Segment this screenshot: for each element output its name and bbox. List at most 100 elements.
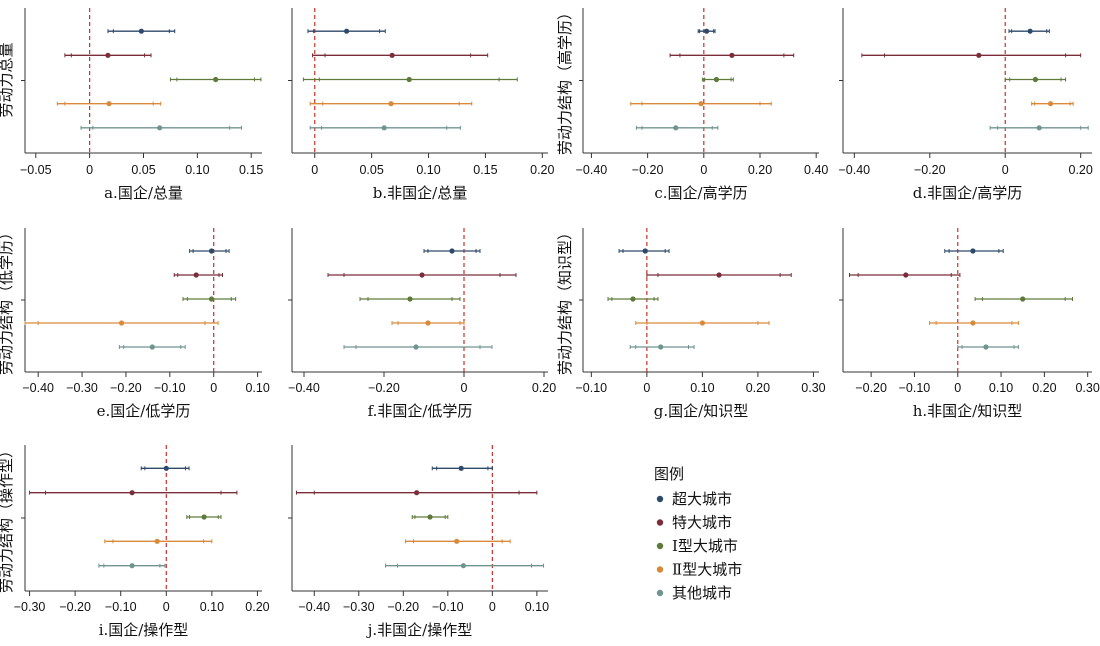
legend-label: Ⅱ型大城市 (672, 561, 742, 579)
y-axis-label: 劳动力结构（低学历） (0, 225, 15, 375)
y-axis-label: 劳动力总量 (0, 42, 15, 117)
x-tick-label: −0.10 (432, 600, 464, 614)
x-tick-label: 0 (311, 163, 318, 177)
legend-marker (656, 566, 664, 573)
x-tick-label: −0.30 (14, 600, 46, 614)
x-tick-label: −0.10 (105, 600, 137, 614)
y-axis-label: 劳动力结构（知识型） (556, 225, 574, 375)
point-estimate (976, 52, 982, 58)
point-estimate (729, 52, 735, 58)
x-tick-label: 0.20 (746, 381, 770, 395)
point-estimate (970, 320, 976, 326)
y-axis-label: 劳动力结构（高学历） (556, 5, 574, 155)
panel-title: i.国企/操作型 (99, 621, 189, 639)
point-estimate (163, 465, 169, 471)
point-estimate (1027, 28, 1033, 34)
point-estimate (208, 248, 215, 254)
point-estimate (427, 514, 433, 520)
legend-item: 其他城市 (656, 584, 732, 602)
x-tick-label: 0.05 (131, 163, 155, 177)
point-estimate (388, 101, 394, 107)
panel-title: a.国企/总量 (104, 184, 183, 202)
panel-b: 0 0.05 0.10 0.15 0.20 b.非国企/总量 (288, 8, 555, 202)
legend-marker (656, 519, 664, 526)
x-tick-label: −0.20 (368, 381, 400, 395)
x-tick-label: 0.20 (532, 381, 556, 395)
x-tick-label: −0.20 (387, 600, 419, 614)
point-estimate (149, 344, 155, 350)
point-estimate (138, 28, 144, 34)
legend-marker (656, 589, 664, 597)
point-estimate (407, 296, 413, 302)
point-estimate (630, 296, 636, 302)
x-tick-label: −0.20 (914, 163, 946, 177)
x-tick-label: −0.40 (298, 600, 330, 614)
point-estimate (704, 28, 710, 34)
panel-i: −0.30 −0.20 −0.10 0 0.10 0.20 i.国企/操作型 劳动力结构（操作… (0, 443, 270, 639)
panel-title: h.非国企/知识型 (913, 402, 1022, 420)
x-tick-label: 0.10 (245, 381, 269, 395)
x-tick-label: −0.40 (576, 163, 608, 177)
point-estimate (419, 272, 425, 278)
x-tick-label: 0.20 (748, 163, 772, 177)
point-estimate (1047, 101, 1054, 107)
legend-marker (656, 542, 664, 550)
panel-title: e.国企/低学历 (97, 402, 191, 420)
x-tick-label: −0.40 (22, 381, 54, 395)
legend-marker (656, 495, 664, 503)
point-estimate (193, 272, 199, 278)
x-tick-label: 0 (954, 381, 961, 395)
x-tick-label: −0.10 (899, 381, 931, 395)
point-estimate (213, 76, 219, 83)
point-estimate (454, 538, 460, 544)
point-estimate (413, 344, 419, 350)
point-estimate (157, 125, 163, 131)
panel-j: −0.40 −0.30 −0.20 −0.10 0 0.10 j.非国企/操作型 (288, 445, 549, 639)
point-estimate (129, 563, 135, 569)
x-tick-label: −0.20 (110, 381, 142, 395)
point-estimate (381, 125, 387, 131)
point-estimate (698, 101, 704, 107)
x-tick-label: −0.20 (59, 600, 91, 614)
x-tick-label: 0.30 (801, 381, 825, 395)
x-tick-label: 0.10 (989, 381, 1013, 395)
point-estimate (201, 514, 207, 520)
x-tick-label: −0.30 (66, 381, 98, 395)
x-tick-label: 0.20 (1069, 163, 1093, 177)
x-tick-label: 0.10 (690, 381, 714, 395)
legend-item: 特大城市 (656, 514, 732, 532)
y-axis-label: 劳动力结构（操作型） (0, 443, 15, 593)
x-tick-label: −0.40 (288, 381, 320, 395)
point-estimate (406, 76, 412, 83)
panel-title: g.国企/知识型 (654, 402, 748, 420)
legend-label: 其他城市 (672, 584, 732, 602)
legend-label: 超大城市 (672, 490, 732, 508)
legend-item: 超大城市 (656, 490, 732, 508)
x-tick-label: 0.20 (1032, 381, 1056, 395)
legend-title: 图例 (654, 465, 684, 483)
point-estimate (658, 344, 664, 350)
x-tick-label: 0 (643, 381, 650, 395)
panel-g: −0.10 0 0.10 0.20 0.30 g.国企/知识型 劳动力结构（知识型） (556, 225, 826, 420)
x-tick-label: −0.10 (154, 381, 186, 395)
legend-item: Ⅱ型大城市 (656, 561, 742, 579)
point-estimate (105, 52, 111, 58)
point-estimate (1032, 76, 1039, 83)
point-estimate (344, 28, 350, 34)
x-tick-label: −0.10 (576, 381, 608, 395)
point-estimate (458, 465, 464, 471)
panel-c: −0.40 −0.20 0 0.20 0.40 c.国企/高学历 劳动力结构（高学历） (556, 5, 828, 202)
x-tick-label: 0 (210, 381, 217, 395)
x-tick-label: 0.05 (359, 163, 383, 177)
panel-e: −0.40 −0.30 −0.20 −0.10 0 0.10 e.国企/低学历 劳动力结构（低… (0, 225, 270, 420)
x-tick-label: 0.10 (200, 600, 224, 614)
x-tick-label: 0 (86, 163, 93, 177)
point-estimate (713, 76, 720, 83)
point-estimate (154, 538, 160, 544)
x-tick-label: 0.15 (473, 163, 497, 177)
panel-a: −0.05 0 0.05 0.10 0.15 a.国企/总量 劳动力总量 (0, 8, 263, 202)
point-estimate (1020, 296, 1026, 302)
